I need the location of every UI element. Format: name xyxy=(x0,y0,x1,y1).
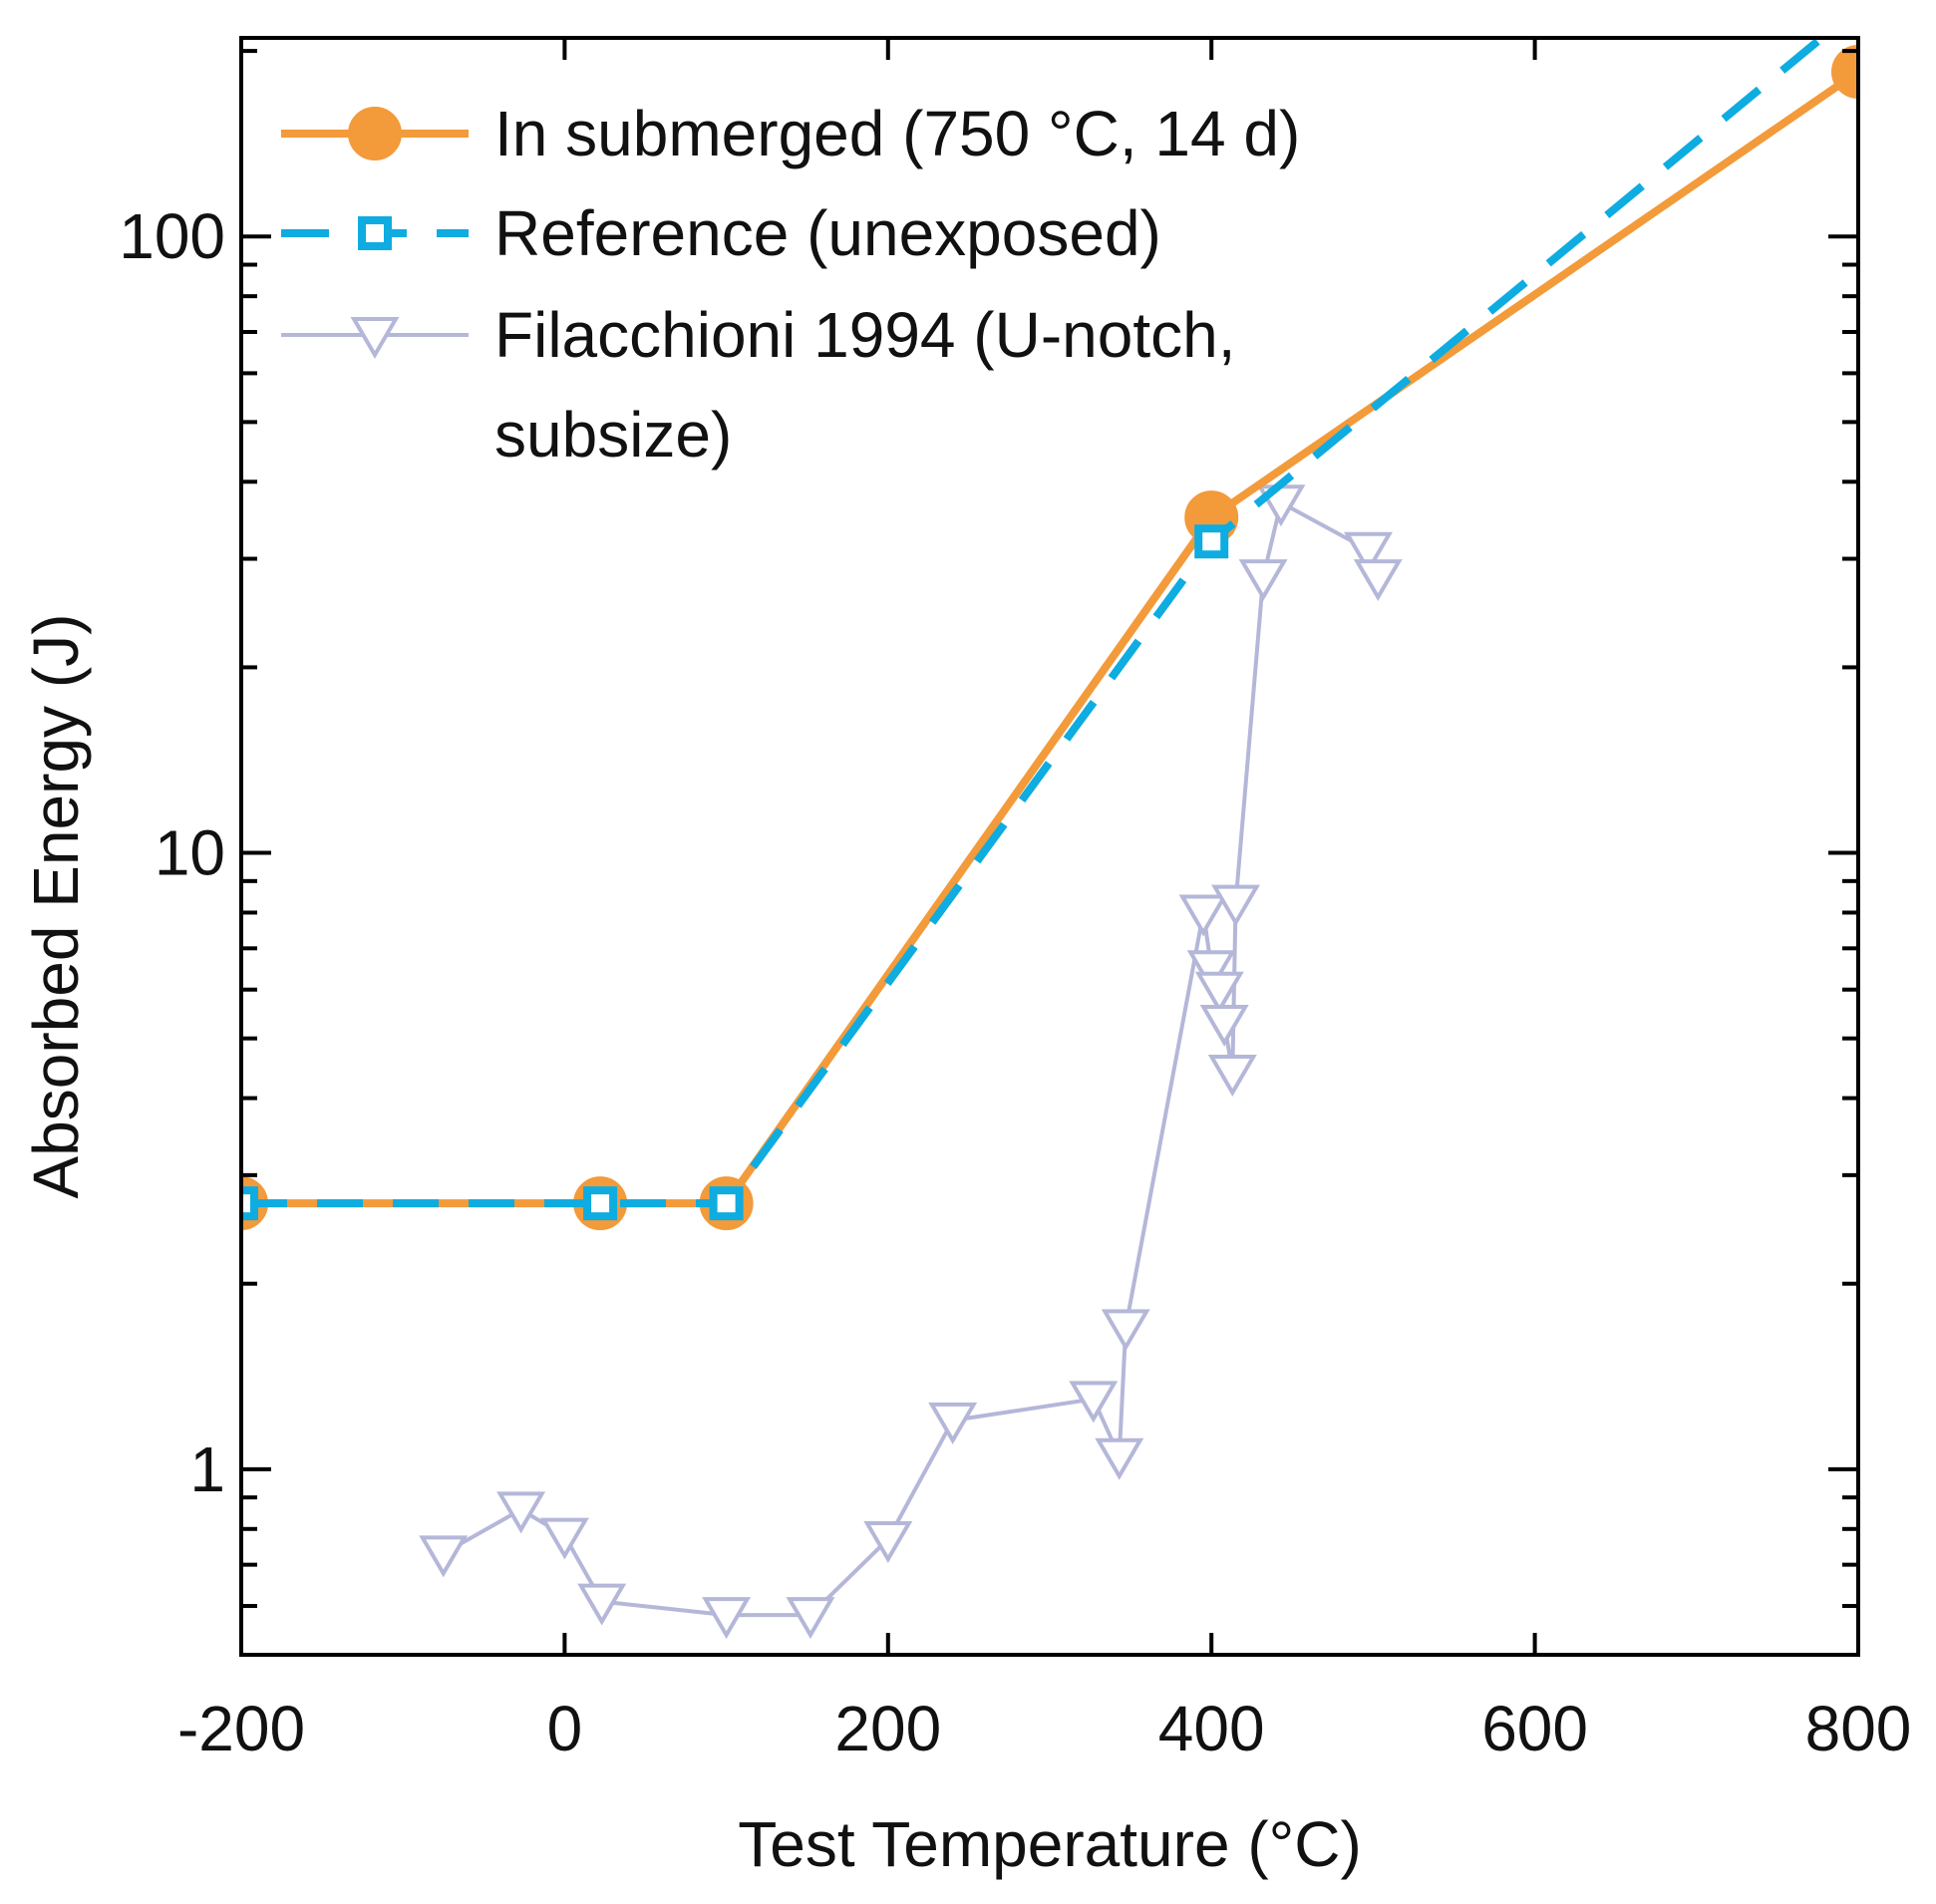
filacchioni-point xyxy=(1101,1309,1150,1352)
filacchioni-point xyxy=(1194,971,1244,1014)
legend-label-submerged: In submerged (750 °C, 14 d) xyxy=(494,98,1300,169)
legend: In submerged (750 °C, 14 d) Reference (u… xyxy=(281,98,1300,471)
legend-label-filacchioni-line1: Filacchioni 1994 (U-notch, xyxy=(494,299,1235,371)
y-tick-label: 1 xyxy=(189,1433,225,1505)
legend-label-reference: Reference (unexposed) xyxy=(494,197,1161,269)
filacchioni-point xyxy=(539,1517,589,1560)
series-layer xyxy=(241,0,1871,1640)
plot-frame xyxy=(239,36,1860,1657)
legend-symbols xyxy=(281,107,469,359)
x-tick-label: 400 xyxy=(1158,1693,1265,1764)
x-tick-label: 0 xyxy=(547,1693,583,1764)
legend-marker-filacchioni-point xyxy=(350,317,400,359)
reference-point xyxy=(1194,524,1229,559)
tick-labels-layer: -200 0 200 400 600 800 1 10 100 xyxy=(119,200,1911,1764)
reference-point xyxy=(583,1186,618,1221)
filacchioni-point xyxy=(1178,894,1228,937)
filacchioni-point xyxy=(1199,1005,1249,1048)
filacchioni-series xyxy=(419,484,1403,1640)
submerged-point xyxy=(1831,45,1858,100)
filacchioni-point xyxy=(863,1521,913,1564)
ticks-layer xyxy=(239,38,1860,1657)
x-tick-label: -200 xyxy=(177,1693,305,1764)
filacchioni-point xyxy=(1344,531,1394,574)
reference-series xyxy=(241,0,1871,1221)
filacchioni-point xyxy=(1353,559,1403,602)
filacchioni-point xyxy=(496,1491,546,1534)
filacchioni-point xyxy=(1238,559,1288,602)
y-tick-label: 100 xyxy=(119,200,225,272)
filacchioni-point xyxy=(1069,1381,1119,1424)
reference-line xyxy=(241,38,1828,1208)
filacchioni-point xyxy=(1095,1437,1144,1480)
filacchioni-point xyxy=(928,1402,978,1444)
y-axis-title: Absorbed Energy (J) xyxy=(20,614,92,1199)
reference-point xyxy=(1845,0,1871,21)
reference-point xyxy=(709,1186,744,1221)
y-tick-label: 10 xyxy=(155,817,225,889)
legend-label-filacchioni-line2: subsize) xyxy=(494,399,732,471)
filacchioni-point xyxy=(1207,1055,1257,1097)
x-tick-label: 800 xyxy=(1805,1693,1912,1764)
filacchioni-point xyxy=(786,1597,835,1640)
legend-marker-submerged-point xyxy=(348,107,402,160)
x-axis-title: Test Temperature (°C) xyxy=(738,1808,1362,1880)
filacchioni-point xyxy=(577,1583,627,1626)
filacchioni-point xyxy=(1211,884,1261,927)
filacchioni-point xyxy=(702,1597,752,1640)
x-tick-label: 600 xyxy=(1481,1693,1588,1764)
filacchioni-point xyxy=(419,1535,469,1578)
x-tick-label: 200 xyxy=(834,1693,941,1764)
filacchioni-point xyxy=(1186,950,1236,993)
reference-point xyxy=(241,1186,258,1221)
legend-marker-reference-point xyxy=(358,216,392,250)
